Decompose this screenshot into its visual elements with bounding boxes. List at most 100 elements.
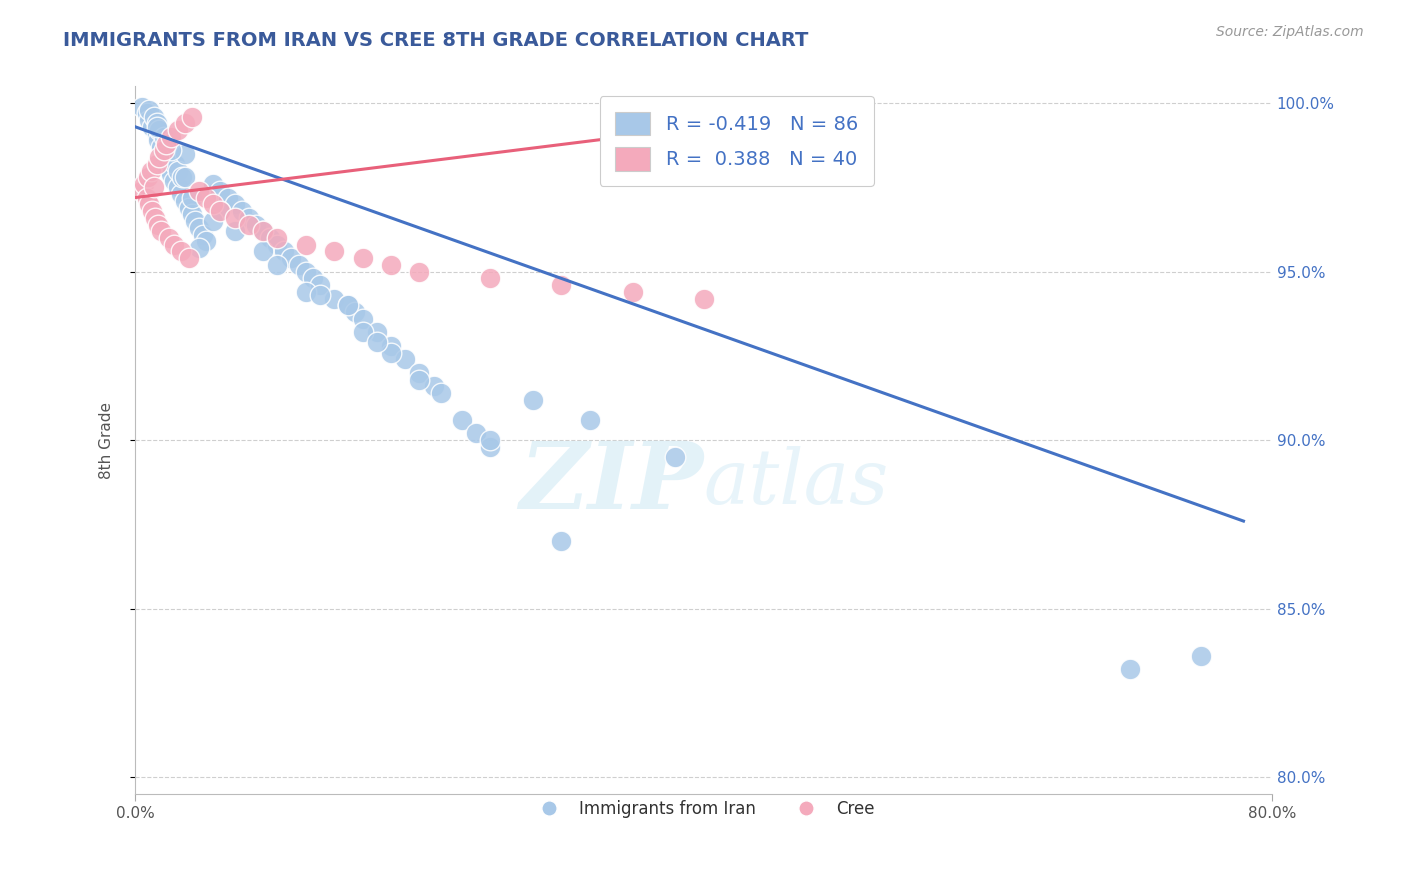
Point: [169, 244, 191, 259]
Point: [142, 180, 165, 194]
Text: IMMIGRANTS FROM IRAN VS CREE 8TH GRADE CORRELATION CHART: IMMIGRANTS FROM IRAN VS CREE 8TH GRADE C…: [63, 31, 808, 50]
Point: [145, 116, 167, 130]
Point: [429, 386, 451, 401]
Point: [142, 110, 165, 124]
Point: [323, 292, 346, 306]
Point: [550, 534, 572, 549]
Point: [408, 265, 430, 279]
Point: [181, 190, 204, 204]
Point: [131, 99, 153, 113]
Point: [202, 197, 225, 211]
Point: [309, 278, 332, 293]
Point: [245, 218, 267, 232]
Legend: Immigrants from Iran, Cree: Immigrants from Iran, Cree: [526, 793, 882, 824]
Point: [224, 197, 246, 211]
Point: [152, 144, 174, 158]
Point: [287, 258, 309, 272]
Point: [202, 177, 225, 191]
Point: [163, 157, 186, 171]
Point: [294, 285, 316, 299]
Point: [1119, 662, 1142, 676]
Point: [451, 413, 474, 427]
Point: [579, 413, 602, 427]
Point: [209, 204, 232, 219]
Point: [166, 163, 188, 178]
Point: [202, 214, 225, 228]
Point: [352, 251, 374, 265]
Point: [465, 426, 488, 441]
Point: [141, 120, 163, 134]
Point: [195, 235, 218, 249]
Text: atlas: atlas: [703, 446, 889, 520]
Point: [337, 298, 360, 312]
Point: [181, 207, 204, 221]
Point: [294, 265, 316, 279]
Point: [238, 211, 260, 225]
Point: [138, 113, 160, 128]
Point: [138, 103, 160, 117]
Point: [217, 190, 239, 204]
Point: [188, 184, 211, 198]
Point: [692, 292, 714, 306]
Point: [174, 146, 197, 161]
Point: [266, 258, 288, 272]
Point: [344, 305, 367, 319]
Point: [408, 372, 430, 386]
Point: [179, 201, 201, 215]
Point: [366, 335, 388, 350]
Point: [273, 244, 295, 259]
Point: [380, 258, 402, 272]
Point: [1189, 648, 1212, 663]
Point: [522, 392, 544, 407]
Point: [152, 146, 174, 161]
Point: [132, 177, 155, 191]
Point: [159, 150, 181, 164]
Point: [195, 190, 218, 204]
Point: [408, 366, 430, 380]
Point: [209, 184, 232, 198]
Point: [145, 157, 167, 171]
Point: [301, 271, 323, 285]
Point: [252, 224, 274, 238]
Text: ZIP: ZIP: [519, 438, 703, 528]
Point: [146, 133, 169, 147]
Point: [352, 326, 374, 340]
Point: [156, 136, 179, 151]
Y-axis label: 8th Grade: 8th Grade: [100, 401, 114, 479]
Point: [209, 204, 232, 219]
Point: [143, 211, 166, 225]
Point: [141, 204, 163, 219]
Point: [231, 204, 253, 219]
Point: [479, 271, 502, 285]
Point: [294, 237, 316, 252]
Point: [174, 194, 197, 208]
Point: [366, 326, 388, 340]
Point: [188, 241, 211, 255]
Point: [380, 345, 402, 359]
Point: [162, 174, 184, 188]
Point: [169, 187, 191, 202]
Point: [184, 214, 207, 228]
Point: [550, 278, 572, 293]
Point: [148, 123, 170, 137]
Point: [309, 288, 332, 302]
Text: Source: ZipAtlas.com: Source: ZipAtlas.com: [1216, 25, 1364, 39]
Point: [193, 227, 215, 242]
Point: [139, 163, 162, 178]
Point: [152, 129, 174, 144]
Point: [252, 244, 274, 259]
Point: [266, 231, 288, 245]
Point: [252, 224, 274, 238]
Point: [159, 144, 181, 158]
Point: [166, 180, 188, 194]
Point: [323, 244, 346, 259]
Point: [337, 298, 360, 312]
Point: [157, 231, 180, 245]
Point: [129, 184, 152, 198]
Point: [166, 123, 188, 137]
Point: [174, 116, 197, 130]
Point: [159, 167, 181, 181]
Point: [238, 218, 260, 232]
Point: [159, 129, 181, 144]
Point: [153, 153, 176, 168]
